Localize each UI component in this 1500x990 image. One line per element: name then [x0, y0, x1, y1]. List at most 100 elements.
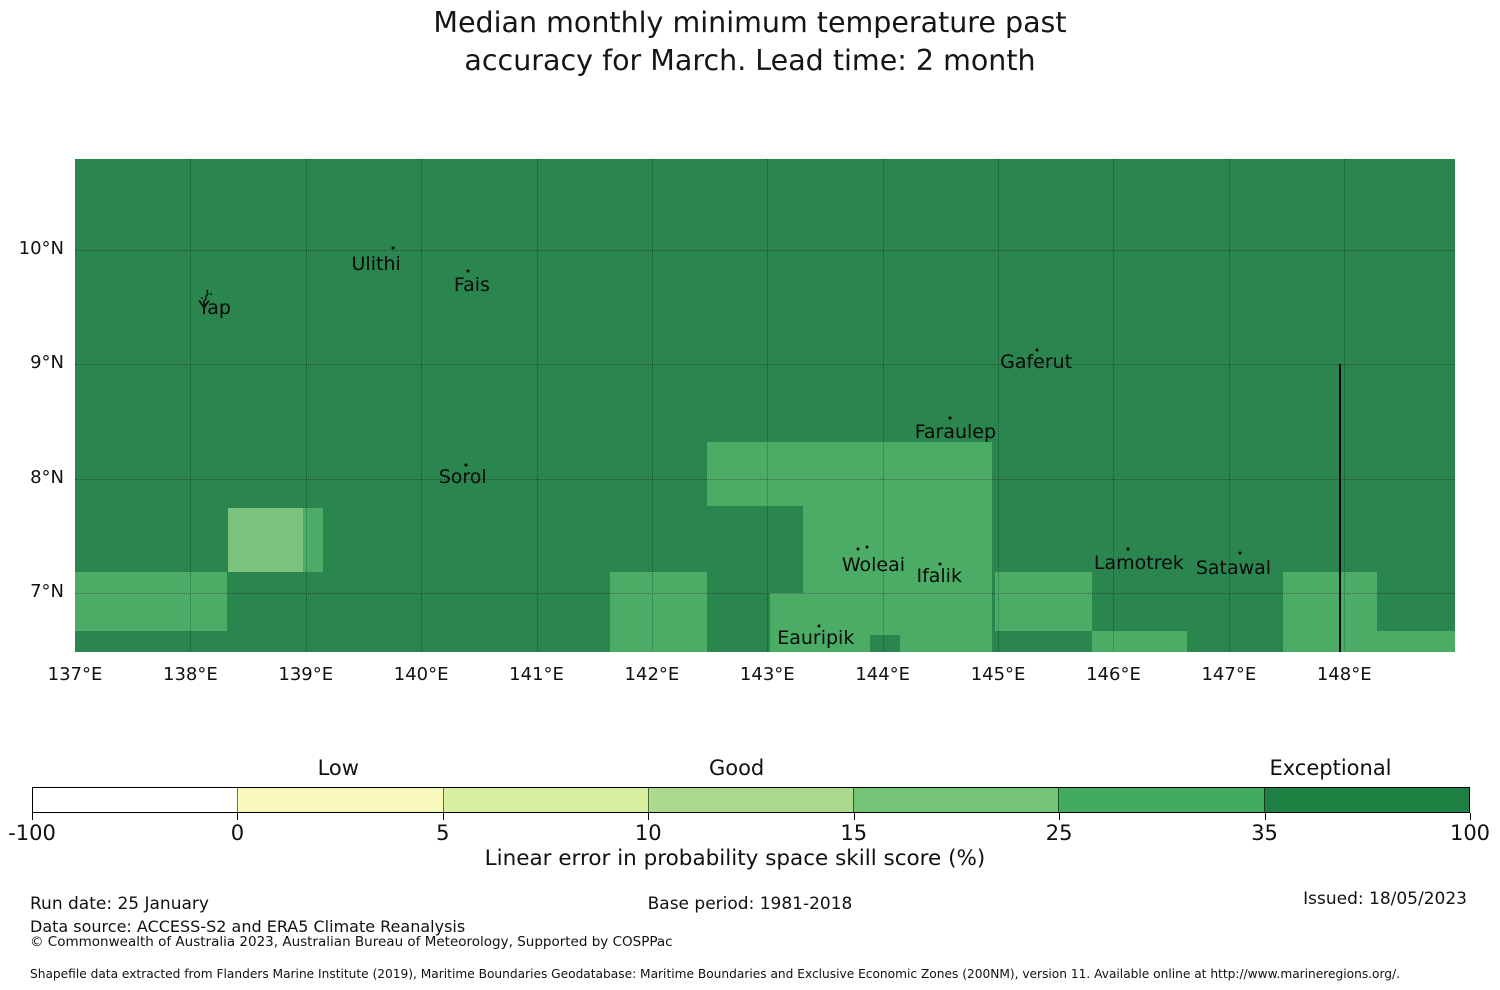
x-axis-tick-label: 139°E	[278, 664, 334, 685]
skill-cell	[1091, 631, 1188, 652]
colorbar-tick	[32, 813, 33, 820]
x-axis-tick-label: 138°E	[163, 664, 218, 685]
yap-island-shape	[199, 288, 215, 313]
island-label: Fais	[453, 273, 490, 296]
island-marker-dot	[1035, 348, 1039, 352]
map-gridline-meridian	[1228, 159, 1230, 652]
skill-cell	[75, 572, 228, 632]
colorbar-segment	[237, 788, 443, 812]
skill-cell	[303, 508, 324, 573]
x-axis-tick-label: 143°E	[739, 664, 795, 685]
x-axis-tick-label: 146°E	[1086, 664, 1141, 685]
island-label: Sorol	[438, 466, 487, 489]
colorbar-tick	[648, 813, 650, 820]
colorbar-axis-label: Linear error in probability space skill …	[484, 846, 986, 871]
map-gridline-meridian	[536, 159, 538, 652]
map-gridline-meridian	[1113, 159, 1115, 652]
colorbar-tick-label: 25	[1045, 821, 1073, 845]
skill-map: Yap Ulithi Fais Sorol Gaferut Faraulep Woleai I…	[75, 159, 1455, 652]
colorbar-tick	[442, 813, 444, 820]
skill-cell	[803, 505, 993, 593]
y-axis-tick-label: 9°N	[30, 352, 64, 374]
island-marker-dot	[1126, 547, 1130, 551]
colorbar-segment	[1263, 788, 1469, 812]
colorbar-category-label: Good	[708, 756, 765, 780]
map-gridline-meridian	[1344, 159, 1346, 652]
title-line-2: accuracy for March. Lead time: 2 month	[464, 44, 1036, 77]
colorbar-segment	[1058, 788, 1264, 812]
skill-cell	[1376, 631, 1455, 652]
map-gridline-meridian	[998, 159, 1000, 652]
map-gridline-meridian	[767, 159, 769, 652]
colorbar-segment	[442, 788, 648, 812]
x-axis-tick-label: 148°E	[1316, 664, 1372, 685]
skill-cell	[610, 572, 708, 652]
x-axis-tick-label: 141°E	[509, 664, 564, 685]
island-marker-dot	[817, 624, 821, 628]
colorbar-segment	[647, 788, 854, 812]
colorbar-tick-label: 5	[436, 821, 450, 845]
x-axis-tick-label: 140°E	[393, 664, 449, 685]
colorbar-tick-label: 15	[840, 821, 868, 845]
colorbar-tick	[237, 813, 239, 820]
base-period-text: Base period: 1981-2018	[647, 894, 853, 914]
issued-date-text: Issued: 18/05/2023	[1303, 889, 1467, 909]
map-gridline-meridian	[421, 159, 423, 652]
map-gridline-meridian	[305, 159, 307, 652]
map-gridline-parallel	[75, 592, 1455, 594]
island-marker-dot	[466, 269, 470, 273]
shapefile-attribution-text: Shapefile data extracted from Flanders M…	[30, 967, 1401, 981]
map-gridline-meridian	[190, 159, 192, 652]
colorbar-category-label: Exceptional	[1269, 756, 1392, 780]
colorbar	[32, 787, 1470, 813]
x-axis-tick-label: 137°E	[47, 664, 103, 685]
skill-cell	[870, 634, 900, 652]
island-marker-dot	[938, 562, 942, 566]
x-axis-tick-label: 144°E	[855, 664, 911, 685]
island-label: Woleai	[841, 554, 906, 577]
map-gridline-parallel	[75, 250, 1455, 252]
island-marker-dot	[856, 547, 860, 551]
colorbar-tick-label: 35	[1251, 821, 1278, 845]
map-gridline-meridian	[651, 159, 653, 652]
colorbar-tick	[1059, 813, 1061, 820]
colorbar-tick-label: -100	[8, 821, 56, 845]
colorbar-segment	[33, 788, 238, 812]
x-axis-tick-label: 142°E	[624, 664, 680, 685]
map-gridline-parallel	[75, 478, 1455, 480]
map-gridline-parallel	[75, 364, 1455, 366]
skill-cell	[707, 442, 993, 506]
island-label: Lamotrek	[1093, 551, 1184, 574]
island-label: Eauripik	[777, 627, 855, 650]
y-axis-tick-label: 10°N	[18, 238, 64, 260]
island-marker-dot	[391, 246, 395, 250]
island-marker-dot	[948, 416, 952, 420]
island-label: Ulithi	[351, 252, 401, 275]
colorbar-tick	[1470, 813, 1471, 820]
colorbar-tick-label: 10	[634, 821, 662, 845]
page-title: Median monthly minimum temperature past …	[0, 4, 1500, 80]
x-axis-tick-label: 147°E	[1201, 664, 1257, 685]
copyright-text: © Commonwealth of Australia 2023, Austra…	[30, 934, 673, 950]
colorbar-tick-label: 0	[230, 821, 245, 845]
data-source-text: Data source: ACCESS-S2 and ERA5 Climate …	[30, 917, 466, 936]
island-label: Gaferut	[1000, 351, 1073, 374]
map-gridline-meridian	[882, 159, 884, 652]
colorbar-tick	[1264, 813, 1266, 820]
island-label: Satawal	[1195, 556, 1272, 579]
island-label: Faraulep	[914, 420, 997, 443]
island-marker-dot	[865, 545, 869, 549]
skill-cell	[228, 508, 304, 573]
colorbar-category-label: Low	[317, 756, 359, 780]
y-axis-tick-label: 7°N	[30, 580, 64, 602]
skill-cell	[994, 572, 1092, 632]
x-axis-tick-label: 145°E	[970, 664, 1026, 685]
eez-boundary-line	[1338, 364, 1341, 652]
colorbar-segment	[853, 788, 1059, 812]
island-marker-dot	[464, 463, 468, 467]
island-label: Ifalik	[916, 564, 962, 587]
colorbar-tick	[853, 813, 855, 820]
skill-cell	[1283, 572, 1377, 652]
island-label: Yap	[198, 297, 231, 320]
